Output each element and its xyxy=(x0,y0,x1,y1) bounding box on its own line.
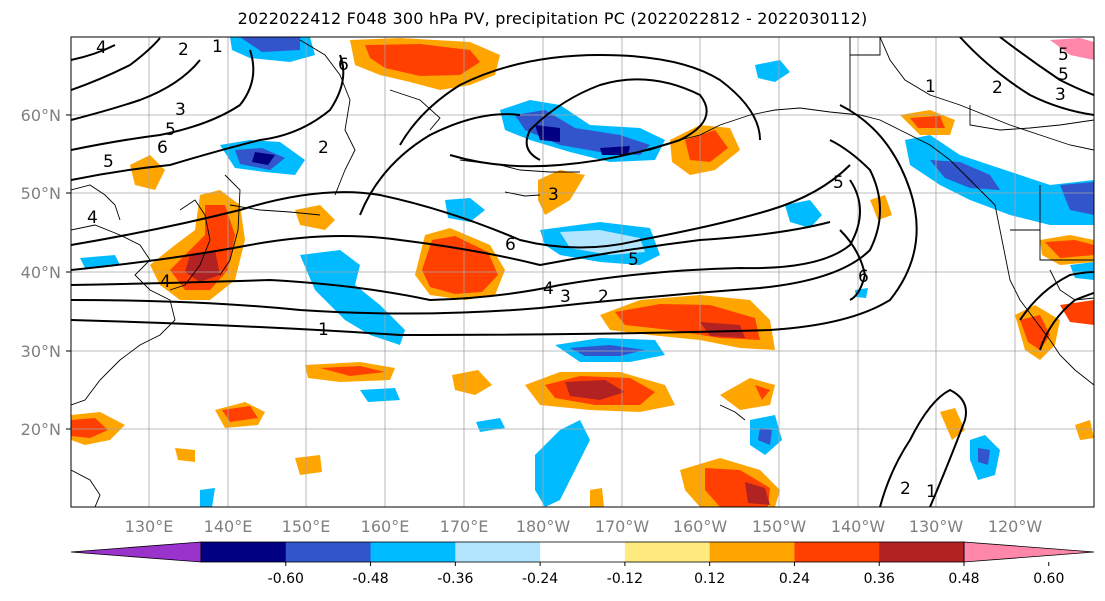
contour-label-5: 5 xyxy=(628,250,639,270)
colorbar-tick-label: -0.36 xyxy=(437,571,473,587)
lon-label: 170°E xyxy=(440,517,489,536)
colorbar-segment xyxy=(370,542,456,562)
lon-label: 160°E xyxy=(361,517,410,536)
contour-label-5: 5 xyxy=(1058,65,1069,85)
contour-label-6: 6 xyxy=(338,55,349,75)
contour-label-3: 3 xyxy=(548,185,559,205)
lon-label: 130°E xyxy=(125,517,174,536)
lat-labels: 60°N 50°N 40°N 30°N 20°N xyxy=(21,106,61,439)
contour-labels: 1 2 3 4 5 6 5 6 2 1 2 4 3 5 6 5 4 4 6 3 … xyxy=(87,37,1069,502)
colorbar-tick-label: 0.36 xyxy=(864,571,895,587)
contour-label-3: 3 xyxy=(560,287,571,307)
colorbar-tick-label: -0.24 xyxy=(522,571,558,587)
contour-label-5: 5 xyxy=(1058,45,1069,65)
colorbar-segment xyxy=(201,542,287,562)
lon-label: 150°W xyxy=(752,517,807,536)
colorbar-ticks: -0.60 -0.48 -0.36 -0.24 -0.12 0.12 0.24 0.36 0.4… xyxy=(268,562,1064,587)
contour-label-2: 2 xyxy=(178,40,189,60)
colorbar-segment xyxy=(794,542,880,562)
contour-label-1: 1 xyxy=(318,320,329,340)
colorbar-segment xyxy=(709,542,795,562)
contour-label-1: 1 xyxy=(926,482,937,502)
lat-label: 60°N xyxy=(21,106,61,125)
lon-label: 150°E xyxy=(282,517,331,536)
contour-label-6: 6 xyxy=(505,235,516,255)
lon-label: 170°W xyxy=(595,517,650,536)
contour-label-5: 5 xyxy=(103,152,114,172)
contour-label-6: 6 xyxy=(157,138,168,158)
colorbar-segment xyxy=(540,542,626,562)
contour-label-4: 4 xyxy=(96,38,107,58)
map-title: 2022022412 F048 300 hPa PV, precipitatio… xyxy=(237,9,868,28)
lon-label: 160°W xyxy=(673,517,728,536)
graticule xyxy=(71,37,1094,507)
lon-label: 130°W xyxy=(909,517,964,536)
contour-label-5: 5 xyxy=(165,120,176,140)
colorbar-outline xyxy=(200,541,965,563)
colorbar-segment xyxy=(455,542,541,562)
colorbar-extension-low xyxy=(70,541,202,563)
colorbar xyxy=(70,541,1095,563)
lon-label: 180°W xyxy=(516,517,571,536)
lat-label: 50°N xyxy=(21,184,61,203)
lon-labels: 130°E 140°E 150°E 160°E 170°E 180°W 170°… xyxy=(125,517,1043,536)
colorbar-segment xyxy=(879,542,965,562)
pv-contours xyxy=(71,37,1094,507)
contour-label-2: 2 xyxy=(598,287,609,307)
colorbar-segment xyxy=(624,542,711,562)
contour-label-5: 5 xyxy=(833,173,844,193)
contour-label-4: 4 xyxy=(160,272,171,292)
contour-label-3: 3 xyxy=(175,100,186,120)
contour-label-2: 2 xyxy=(318,138,329,158)
colorbar-tick-label: -0.12 xyxy=(607,571,643,587)
colorbar-extension-high xyxy=(963,541,1095,563)
contour-label-2: 2 xyxy=(992,78,1003,98)
colorbar-tick-label: 0.24 xyxy=(779,571,810,587)
contour-label-3: 3 xyxy=(1055,85,1066,105)
lon-label: 140°W xyxy=(831,517,886,536)
colorbar-segment xyxy=(285,542,372,562)
colorbar-tick-label: -0.60 xyxy=(268,571,304,587)
lat-label: 20°N xyxy=(21,420,61,439)
contour-label-1: 1 xyxy=(212,37,223,57)
colorbar-tick-label: -0.48 xyxy=(352,571,388,587)
lat-label: 40°N xyxy=(21,263,61,282)
map-area: 1 2 3 4 5 6 5 6 2 1 2 4 3 5 6 5 4 4 6 3 … xyxy=(71,37,1094,507)
colorbar-tick-label: 0.48 xyxy=(948,571,979,587)
contour-label-4: 4 xyxy=(543,279,554,299)
lat-ticks xyxy=(66,114,71,430)
colorbar-tick-label: 0.12 xyxy=(694,571,725,587)
lon-label: 140°E xyxy=(204,517,253,536)
contour-label-4: 4 xyxy=(87,208,98,228)
lon-label: 120°W xyxy=(988,517,1043,536)
contour-label-2: 2 xyxy=(900,479,911,499)
contour-label-6: 6 xyxy=(858,267,869,287)
lat-label: 30°N xyxy=(21,342,61,361)
contour-label-1: 1 xyxy=(925,77,936,97)
colorbar-tick-label: 0.60 xyxy=(1033,571,1064,587)
